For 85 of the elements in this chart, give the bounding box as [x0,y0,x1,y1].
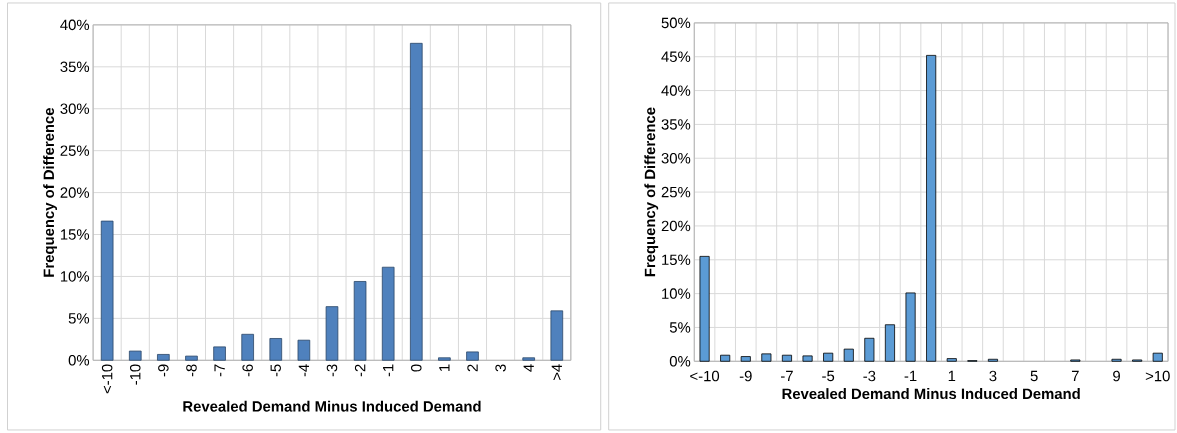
y-tick-label: 35% [60,61,90,73]
x-tick-label: -6 [242,364,253,377]
y-tick-label: 5% [68,313,90,324]
bar [100,220,114,361]
y-tick-label: 20% [661,220,691,232]
x-tick-label: -9 [158,364,169,377]
bar [884,324,895,362]
bar [550,310,564,361]
bar [185,355,198,361]
x-tick-label: 1 [439,364,450,371]
bar [761,353,772,362]
bar [1111,358,1122,362]
bar [269,338,283,361]
bar [241,333,254,361]
x-tick-label: -10 [129,364,141,385]
x-tick-label: >4 [551,364,562,381]
y-tick-label: 0% [669,356,691,367]
y-tick-label: 35% [661,119,691,130]
bar [438,357,451,361]
y-tick-label: 25% [60,145,90,156]
y-tick-label: 40% [661,85,691,96]
x-axis-title: Revealed Demand Minus Induced Demand [782,388,1080,400]
bar [843,348,854,362]
x-tick-label: -3 [863,370,876,382]
y-axis-title: Frequency of Difference [43,108,57,277]
y-tick-label: 50% [661,17,691,29]
y-tick-label: 40% [60,19,90,31]
x-tick-label: -1 [904,370,917,382]
y-tick-label: 10% [60,271,90,282]
bar [213,346,226,361]
bar [353,281,367,361]
x-tick-label: -7 [781,370,793,382]
bar [1152,352,1163,362]
x-tick-label: 0 [411,364,422,372]
x-tick-label: -9 [739,370,752,382]
x-tick-label: 4 [523,364,534,372]
y-tick-label: 25% [661,186,691,198]
bar [823,352,834,362]
y-tick-label: 15% [60,229,90,240]
x-tick-label: -4 [298,364,309,377]
bar [905,292,916,362]
bar [946,358,957,362]
bar [864,337,875,362]
y-tick-label: 15% [662,254,691,266]
x-tick-label: -2 [354,364,366,377]
bar [926,54,937,362]
bar [740,356,751,362]
x-tick-label: <-10 [690,370,720,382]
bar [297,339,311,361]
y-tick-label: 30% [60,103,90,115]
x-tick-label: -8 [186,364,197,377]
x-tick-label: <-10 [101,364,113,394]
bar [325,306,339,361]
x-tick-label: 3 [495,364,506,372]
x-tick-label: -7 [214,364,225,377]
bar [699,256,710,362]
x-tick-label: 5 [1030,370,1038,382]
bar [157,354,170,361]
x-tick-label: -5 [822,370,835,382]
bar [781,354,792,362]
x-tick-label: 1 [948,370,956,382]
y-tick-label: 30% [661,153,691,164]
y-tick-label: 20% [60,187,90,198]
x-tick-label: 2 [467,364,478,372]
bar [409,42,423,361]
x-axis-title: Revealed Demand Minus Induced Demand [183,400,481,412]
bar [987,358,998,362]
y-tick-label: 0% [68,355,90,366]
x-tick-label: >10 [1145,370,1170,382]
bar [381,266,395,361]
y-tick-label: 45% [661,51,691,62]
x-tick-label: -1 [383,364,394,377]
x-tick-label: -5 [270,364,281,377]
bar [522,357,535,361]
bar [128,350,142,361]
x-tick-label: 7 [1071,370,1079,382]
bar [466,351,479,361]
bar [720,354,731,362]
bar [802,355,813,362]
x-tick-label: 9 [1113,370,1120,382]
x-tick-label: -3 [326,364,338,377]
y-tick-label: 5% [669,322,691,333]
x-tick-label: 3 [989,370,997,382]
y-tick-label: 10% [662,288,691,299]
y-axis-title: Frequency of Difference [644,107,659,277]
